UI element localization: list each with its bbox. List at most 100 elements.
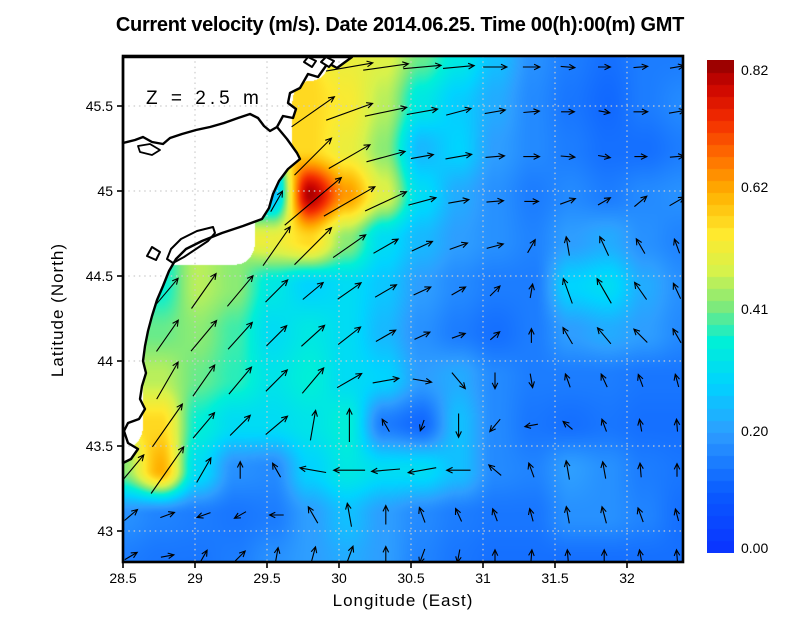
velocity-arrow bbox=[527, 238, 536, 254]
velocity-arrow bbox=[599, 235, 610, 256]
velocity-arrow bbox=[486, 242, 505, 249]
estuary-line bbox=[121, 112, 279, 146]
velocity-arrow bbox=[301, 324, 326, 347]
velocity-arrow bbox=[527, 461, 535, 478]
velocity-arrow bbox=[451, 332, 467, 339]
velocity-arrow bbox=[284, 176, 343, 226]
velocity-arrow bbox=[337, 326, 362, 346]
velocity-arrow bbox=[523, 422, 538, 429]
velocity-arrow bbox=[486, 197, 505, 205]
x-tick-label: 28.5 bbox=[109, 570, 136, 586]
velocity-arrow bbox=[419, 419, 426, 433]
velocity-arrow bbox=[192, 363, 216, 397]
velocity-arrow bbox=[262, 225, 291, 267]
velocity-arrow bbox=[484, 107, 507, 115]
colorbar-label: 0.82 bbox=[741, 62, 769, 78]
velocity-arrow bbox=[156, 319, 180, 352]
velocity-arrow bbox=[523, 108, 541, 115]
velocity-arrow bbox=[564, 548, 572, 562]
x-tick-label: 30.5 bbox=[397, 570, 424, 586]
velocity-arrow bbox=[446, 106, 473, 116]
velocity-arrow bbox=[636, 506, 644, 523]
velocity-arrow bbox=[598, 108, 612, 116]
y-tick-label: 44 bbox=[97, 353, 113, 369]
island-outline bbox=[320, 56, 335, 68]
velocity-arrow bbox=[600, 460, 607, 479]
velocity-arrow bbox=[596, 277, 612, 304]
velocity-arrow bbox=[123, 453, 145, 481]
land-fill bbox=[123, 57, 352, 463]
velocity-arrow bbox=[633, 328, 648, 343]
y-axis-label: Latitude (North) bbox=[48, 242, 67, 378]
velocity-arrow bbox=[195, 512, 211, 519]
colorbar bbox=[707, 60, 734, 553]
velocity-arrow bbox=[637, 373, 644, 387]
gridlines bbox=[123, 56, 683, 562]
tick-labels: 28.5 29 29.5 30 30.5 31 31.5 32 45.5 45 44.5 44 43.5… bbox=[86, 98, 635, 586]
velocity-arrow bbox=[564, 372, 571, 388]
x-tick-label: 31.5 bbox=[541, 570, 568, 586]
velocity-arrow bbox=[301, 366, 325, 394]
velocity-arrow bbox=[560, 63, 577, 71]
velocity-arrow bbox=[364, 105, 408, 117]
coastline-path bbox=[121, 55, 354, 465]
colorbar-label: 0.00 bbox=[741, 540, 769, 556]
velocity-arrow bbox=[373, 238, 400, 254]
velocity-arrow bbox=[364, 191, 408, 212]
y-tick-label: 45.5 bbox=[86, 98, 113, 114]
velocity-arrow bbox=[673, 237, 681, 254]
velocity-arrow bbox=[598, 153, 612, 160]
velocity-arrow bbox=[528, 373, 535, 389]
velocity-arrow bbox=[528, 282, 535, 299]
velocity-arrow bbox=[374, 284, 398, 298]
velocity-arrow bbox=[307, 505, 319, 524]
velocity-arrow bbox=[597, 197, 612, 206]
velocity-arrow bbox=[160, 511, 176, 519]
velocity-arrow bbox=[451, 286, 467, 296]
velocity-arrow bbox=[633, 63, 649, 71]
velocity-arrow bbox=[268, 511, 284, 519]
velocity-arrow bbox=[673, 462, 681, 477]
velocity-arrow bbox=[454, 507, 463, 522]
velocity-arrow bbox=[265, 278, 289, 303]
velocity-arrow bbox=[596, 326, 612, 345]
velocity-arrow bbox=[488, 418, 501, 433]
velocity-arrow bbox=[226, 274, 254, 307]
velocity-arrow bbox=[366, 149, 407, 163]
velocity-arrow bbox=[634, 195, 648, 208]
velocity-arrow bbox=[234, 550, 247, 562]
velocity-arrow bbox=[346, 407, 353, 442]
velocity-arrow bbox=[345, 502, 353, 527]
velocity-arrow bbox=[291, 96, 336, 128]
colorbar-label: 0.41 bbox=[741, 301, 769, 317]
velocity-arrow bbox=[328, 144, 372, 169]
x-tick-label: 30 bbox=[331, 570, 347, 586]
velocity-arrow bbox=[233, 511, 247, 519]
velocity-arrow bbox=[563, 505, 571, 524]
velocity-arrow bbox=[227, 321, 254, 350]
velocity-arrow bbox=[370, 467, 401, 475]
velocity-arrow bbox=[309, 409, 318, 441]
velocity-arrow bbox=[637, 418, 644, 432]
velocity-arrow bbox=[563, 235, 571, 256]
velocity-arrow bbox=[265, 369, 289, 392]
velocity-arrow bbox=[124, 551, 139, 561]
y-tick-label: 45 bbox=[97, 183, 113, 199]
velocity-arrow bbox=[637, 548, 644, 562]
velocity-arrow bbox=[414, 331, 432, 340]
velocity-arrow bbox=[156, 277, 179, 305]
velocity-arrow bbox=[527, 507, 535, 522]
velocity-arrow bbox=[298, 465, 327, 474]
velocity-arrow bbox=[560, 197, 577, 205]
velocity-arrow bbox=[673, 417, 681, 432]
velocity-arrow bbox=[633, 281, 648, 300]
velocity-arrow bbox=[561, 108, 576, 116]
velocity-arrow bbox=[266, 324, 288, 347]
velocity-arrow bbox=[451, 372, 467, 390]
velocity-arrow bbox=[528, 548, 535, 562]
chart-title: Current velocity (m/s). Date 2014.06.25.… bbox=[115, 14, 685, 36]
x-tick-label: 32 bbox=[619, 570, 635, 586]
velocity-arrow bbox=[673, 372, 680, 388]
lagoon-outline bbox=[166, 226, 216, 264]
